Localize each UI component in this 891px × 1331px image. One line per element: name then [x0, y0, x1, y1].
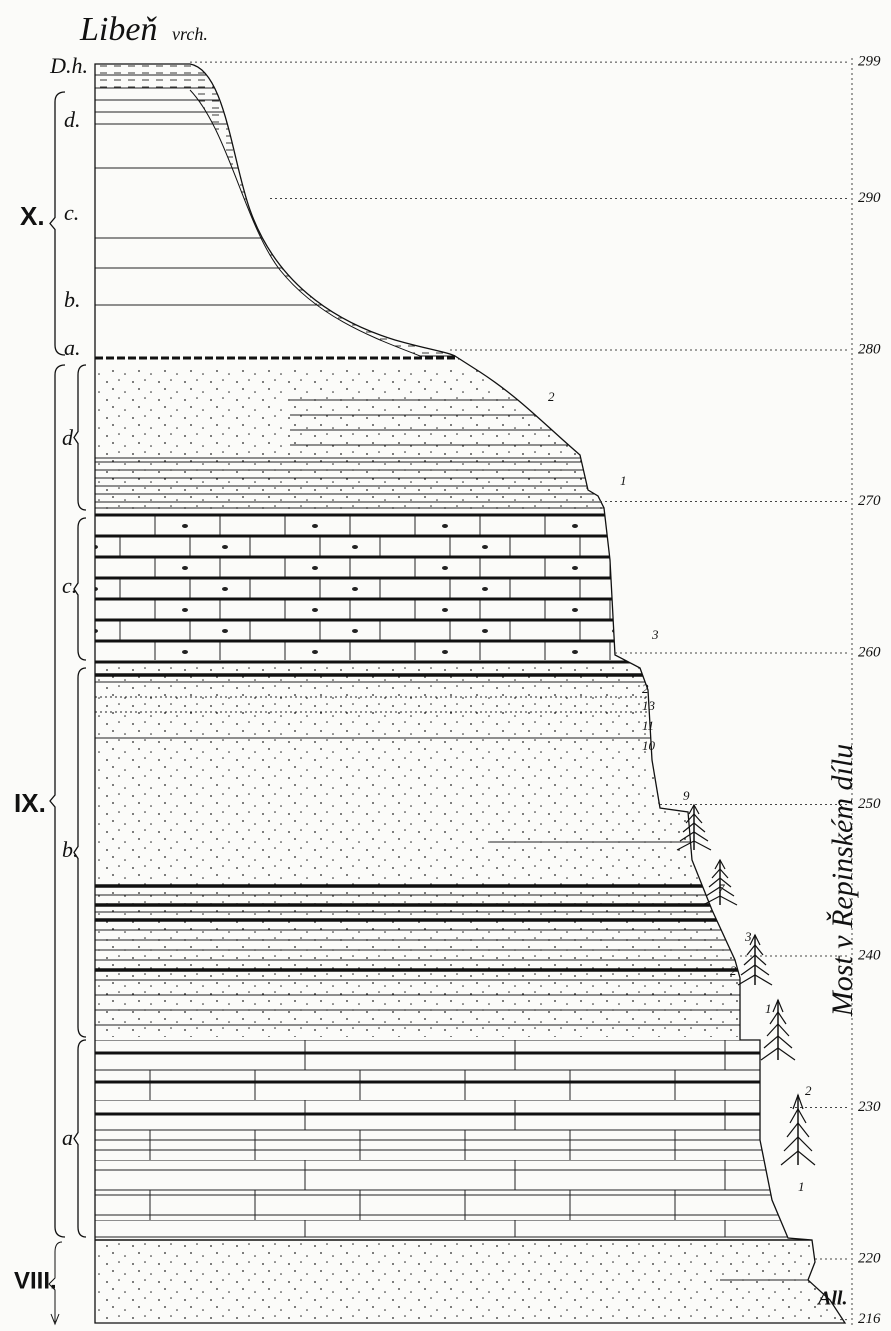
formation-label: IX.	[14, 788, 46, 818]
elevation-label: 240	[858, 947, 881, 963]
brace	[49, 364, 66, 1238]
tree-branch	[766, 1023, 790, 1037]
title: Libeň	[79, 11, 157, 48]
caption: Most v Řepinském dílu	[826, 744, 859, 1017]
sub-brace	[73, 517, 87, 661]
sub-brace	[73, 1039, 87, 1238]
tree-branch	[711, 868, 729, 879]
formation-label: X.	[20, 201, 45, 231]
tree-branch	[676, 840, 712, 851]
tree-branch	[763, 1035, 793, 1049]
tree-branch	[679, 831, 709, 842]
member-label: a.	[64, 335, 81, 360]
formation-label: VIII.	[14, 1267, 57, 1294]
marl-cover	[100, 64, 455, 356]
sandstone	[95, 365, 845, 510]
sandstone	[95, 665, 845, 1037]
bed-number: 1	[798, 1179, 805, 1194]
bed-number: 9	[683, 788, 690, 803]
bed-number: 2	[548, 389, 555, 404]
sub-brace	[73, 667, 87, 1038]
member-label: d	[62, 425, 74, 450]
elevation-label: 299	[858, 54, 881, 70]
tree-branch	[682, 822, 706, 833]
tree-branch	[705, 886, 735, 897]
tree-branch	[760, 1047, 796, 1061]
elevation-label: 280	[858, 341, 881, 357]
tree-branch	[780, 1150, 816, 1166]
elevation-label: 230	[858, 1099, 881, 1115]
elevation-label: 220	[858, 1250, 881, 1266]
elevation-label: 270	[858, 493, 881, 509]
elevation-label: 216	[858, 1311, 881, 1327]
tree-branch	[746, 944, 764, 956]
brace	[49, 91, 66, 356]
tree-branch	[685, 813, 703, 824]
tree-branch	[702, 895, 738, 906]
member-label: b.	[62, 837, 79, 862]
tree-branch	[783, 1136, 813, 1152]
bed-number: 11	[642, 718, 654, 733]
tree-branch	[769, 1010, 787, 1025]
member-label: d.	[64, 107, 81, 132]
tree-branch	[789, 1107, 807, 1124]
bed-number: 3	[744, 929, 752, 944]
member-label: c.	[62, 573, 77, 598]
formation-label: D.h.	[49, 53, 88, 78]
tree-branch	[708, 877, 732, 888]
member-label: a	[62, 1125, 73, 1150]
tree-branch	[737, 974, 773, 986]
tree-branch	[792, 1093, 804, 1110]
alluvium-label: All.	[816, 1288, 847, 1310]
tree-branch	[749, 933, 761, 946]
marl-edge	[189, 89, 455, 357]
elevation-label: 290	[858, 190, 881, 206]
tree-branch	[786, 1122, 810, 1138]
title-suffix: vrch.	[172, 24, 208, 44]
tree-branch	[740, 964, 770, 976]
bed-number: 10	[642, 738, 656, 753]
member-label: b.	[64, 287, 81, 312]
bed-number: 2	[805, 1083, 812, 1098]
bed-number: 13	[642, 698, 656, 713]
tree-branch	[743, 954, 767, 966]
brace	[48, 1241, 63, 1322]
bed-number: 2	[642, 681, 649, 696]
tree-branch	[714, 858, 726, 870]
member-label: c.	[64, 200, 79, 225]
tree-branch	[772, 998, 784, 1013]
strata	[95, 64, 845, 1323]
sandstone	[95, 1240, 845, 1323]
bed-number: 1	[765, 1001, 772, 1016]
limestone	[95, 1040, 845, 1237]
tree-branch	[688, 803, 700, 815]
elevation-label: 260	[858, 644, 881, 660]
arrow	[50, 1313, 60, 1326]
bed-number: 2	[730, 963, 737, 978]
bed-number: 3	[651, 627, 659, 642]
sub-brace	[73, 364, 87, 511]
bed-number: 1	[620, 473, 627, 488]
elevation-label: 250	[858, 796, 881, 812]
